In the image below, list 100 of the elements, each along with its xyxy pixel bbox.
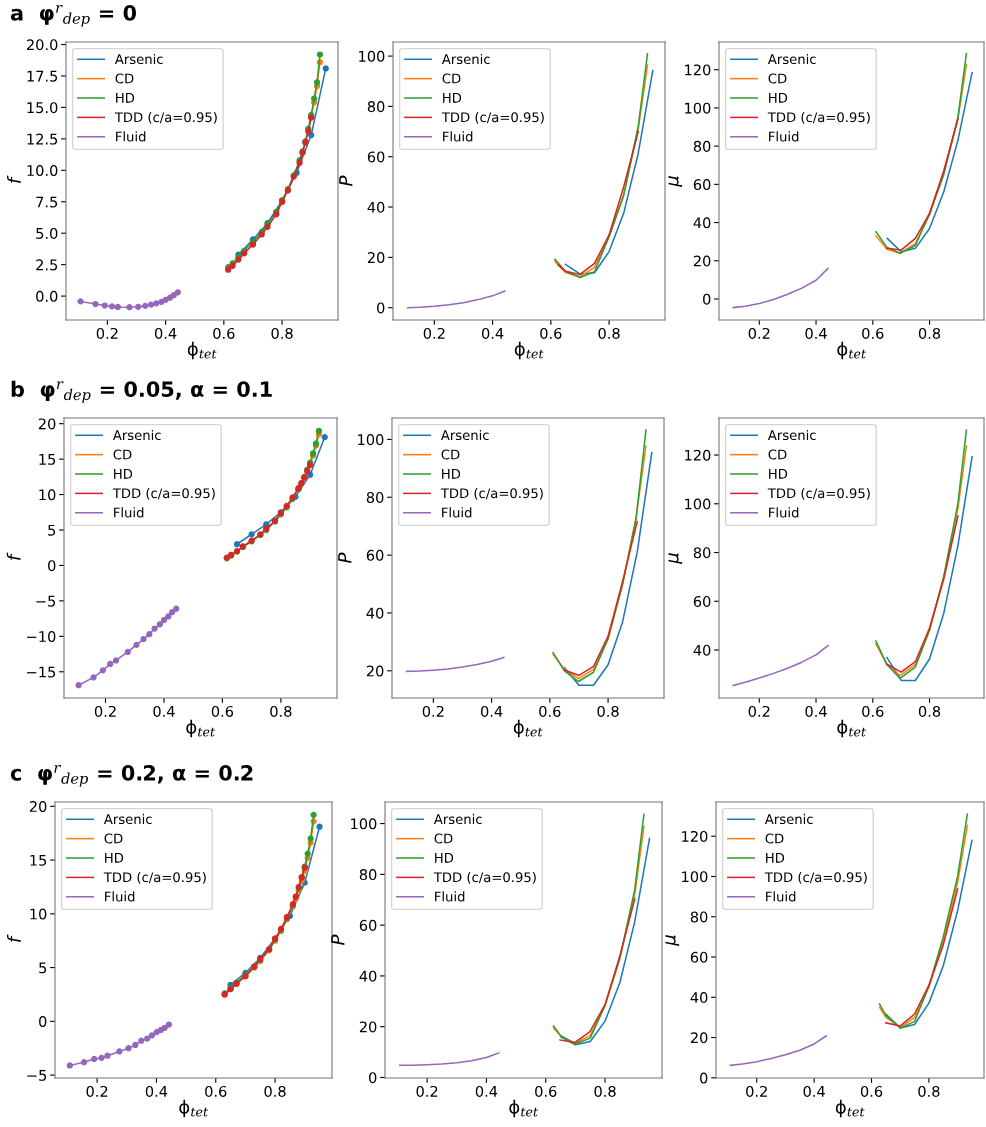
y-tick-label: 20 (367, 252, 385, 264)
x-tick-label: 0.4 (475, 1085, 498, 1097)
y-tick-label: 100 (685, 498, 711, 510)
legend-label: Arsenic (767, 53, 816, 65)
legend-label: CD (434, 833, 453, 844)
y-tick-label: 60 (367, 151, 385, 163)
legend-label: Arsenic (114, 53, 163, 65)
chart-title: c φ$^{r}$$_{dep}$ = 0.2, α = 0.2 (10, 764, 253, 787)
x-tick-label: 0.4 (805, 705, 827, 717)
x-tick-label: 0.2 (86, 1085, 108, 1097)
x-tick-label: 0.4 (805, 327, 827, 339)
legend-label: TDD (c/a=0.95) (767, 111, 870, 124)
x-tick-label: 0.2 (423, 327, 445, 339)
x-tick-label: 0.6 (535, 1085, 557, 1097)
y-tick-label: 20 (38, 418, 56, 430)
y-axis-title: P (339, 175, 353, 186)
x-tick-label: 0.4 (153, 705, 175, 717)
y-tick-label: 5.0 (36, 227, 58, 239)
legend-label: Fluid (105, 891, 135, 902)
y-tick-label: 0.0 (36, 290, 58, 302)
y-tick-label: 80 (693, 547, 711, 559)
legend-label: Fluid (435, 891, 465, 902)
y-axis-title: f (6, 552, 21, 560)
y-tick-label: 2.5 (36, 259, 58, 271)
y-tick-label: 0 (39, 1016, 47, 1028)
x-tick-label: 0.2 (94, 705, 116, 717)
y-tick-label: 80 (690, 911, 708, 923)
y-tick-label: 60 (359, 919, 377, 931)
y-axis-title: P (331, 934, 345, 945)
legend-label: CD (768, 449, 787, 460)
y-tick-label: 12.5 (27, 133, 58, 145)
x-tick-label: 0.2 (96, 327, 118, 339)
x-axis-title: ϕ$_{tet}$ (186, 719, 216, 738)
x-tick-label: 0.2 (748, 705, 770, 717)
x-tick-label: 0.6 (540, 327, 562, 339)
legend-label: Fluid (443, 131, 473, 142)
y-tick-label: 60 (693, 179, 711, 191)
x-axis-title: ϕ$_{tet}$ (837, 341, 867, 360)
y-tick-label: 60 (366, 549, 384, 561)
x-tick-label: 0.8 (264, 1085, 286, 1097)
y-tick-label: 80 (693, 140, 711, 152)
y-tick-label: 20 (366, 665, 384, 677)
legend-label: TDD (c/a=0.95) (114, 111, 217, 124)
legend-label: TDD (c/a=0.95) (103, 871, 206, 884)
x-tick-label: 0.4 (145, 1085, 168, 1097)
legend-label: CD (765, 833, 784, 844)
y-tick-label: 100 (682, 871, 708, 883)
y-axis-title: μ (665, 935, 680, 946)
y-tick-label: 20 (690, 1032, 708, 1044)
legend-label: Arsenic (440, 429, 489, 441)
legend-label: Fluid (766, 891, 796, 902)
legend-label: Arsenic (433, 813, 482, 825)
y-tick-label: 120 (685, 64, 711, 76)
legend-label: HD (114, 469, 133, 479)
legend-label: TDD (c/a=0.95) (441, 111, 544, 124)
y-tick-label: 120 (682, 830, 708, 842)
y-tick-label: 0 (377, 302, 385, 314)
x-tick-label: 0.8 (918, 705, 941, 717)
y-tick-label: 80 (367, 101, 385, 113)
y-tick-label: 20 (359, 1021, 377, 1033)
y-tick-label: 100 (358, 434, 384, 446)
y-axis-title: μ (668, 553, 683, 564)
x-tick-label: 0.6 (213, 327, 235, 339)
legend-label: CD (104, 833, 123, 844)
x-tick-label: 0.6 (211, 705, 234, 717)
legend-label: Arsenic (441, 53, 490, 65)
x-axis-title: ϕ$_{tet}$ (187, 341, 217, 360)
legend-label: HD (766, 853, 785, 863)
legend-label: CD (113, 449, 132, 460)
x-tick-label: 0.8 (597, 705, 619, 717)
y-tick-label: 0 (48, 560, 56, 572)
legend-label: CD (442, 73, 461, 84)
legend-label: TDD (c/a=0.95) (112, 487, 215, 500)
legend-label: Fluid (116, 131, 146, 142)
x-tick-label: 0.6 (862, 327, 884, 339)
x-tick-label: 0.8 (598, 327, 620, 339)
legend-label: CD (768, 73, 787, 84)
x-axis-title: ϕ$_{tet}$ (509, 1099, 539, 1118)
legend-label: HD (769, 469, 788, 479)
legend-label: HD (435, 853, 454, 863)
x-axis-title: ϕ$_{tet}$ (835, 1099, 865, 1118)
legend-label: HD (116, 93, 135, 103)
x-tick-label: 0.4 (481, 327, 504, 339)
x-axis-title: ϕ$_{tet}$ (514, 341, 544, 360)
x-tick-label: 0.6 (862, 705, 884, 717)
legend-label: HD (443, 93, 462, 103)
legend-label: Fluid (442, 507, 472, 518)
y-tick-label: 40 (693, 217, 711, 229)
legend-label: Arsenic (767, 429, 816, 441)
legend-label: Arsenic (764, 813, 813, 825)
y-tick-label: 80 (359, 869, 377, 881)
y-tick-label: −5 (27, 1070, 47, 1081)
y-tick-label: 120 (685, 449, 711, 461)
y-tick-label: 5 (48, 524, 56, 536)
y-axis-title: f (7, 934, 21, 942)
y-tick-label: 20 (29, 801, 47, 813)
y-tick-label: 0 (369, 1072, 377, 1084)
x-tick-label: 0.6 (205, 1085, 227, 1097)
y-tick-label: 20 (693, 255, 711, 267)
y-tick-label: 17.5 (27, 70, 58, 82)
